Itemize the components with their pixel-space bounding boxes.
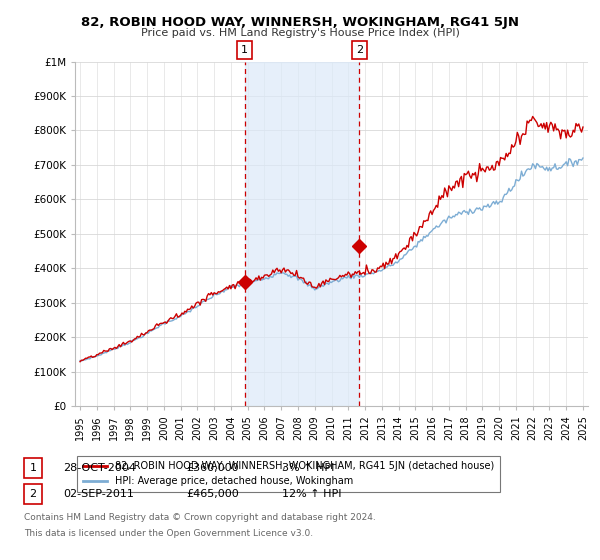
Text: £360,000: £360,000 <box>186 463 239 473</box>
Text: This data is licensed under the Open Government Licence v3.0.: This data is licensed under the Open Gov… <box>24 529 313 538</box>
Text: 12% ↑ HPI: 12% ↑ HPI <box>282 489 341 499</box>
Text: 2: 2 <box>29 489 37 499</box>
Text: 3% ↑ HPI: 3% ↑ HPI <box>282 463 334 473</box>
Text: Contains HM Land Registry data © Crown copyright and database right 2024.: Contains HM Land Registry data © Crown c… <box>24 513 376 522</box>
Text: 2: 2 <box>356 45 363 55</box>
Text: 1: 1 <box>29 463 37 473</box>
Legend: 82, ROBIN HOOD WAY, WINNERSH, WOKINGHAM, RG41 5JN (detached house), HPI: Average: 82, ROBIN HOOD WAY, WINNERSH, WOKINGHAM,… <box>77 456 500 492</box>
Bar <box>245 62 359 406</box>
Text: 1: 1 <box>241 45 248 55</box>
Text: 02-SEP-2011: 02-SEP-2011 <box>63 489 134 499</box>
Text: 82, ROBIN HOOD WAY, WINNERSH, WOKINGHAM, RG41 5JN: 82, ROBIN HOOD WAY, WINNERSH, WOKINGHAM,… <box>81 16 519 29</box>
Text: Price paid vs. HM Land Registry's House Price Index (HPI): Price paid vs. HM Land Registry's House … <box>140 28 460 38</box>
Text: £465,000: £465,000 <box>186 489 239 499</box>
Text: 28-OCT-2004: 28-OCT-2004 <box>63 463 136 473</box>
